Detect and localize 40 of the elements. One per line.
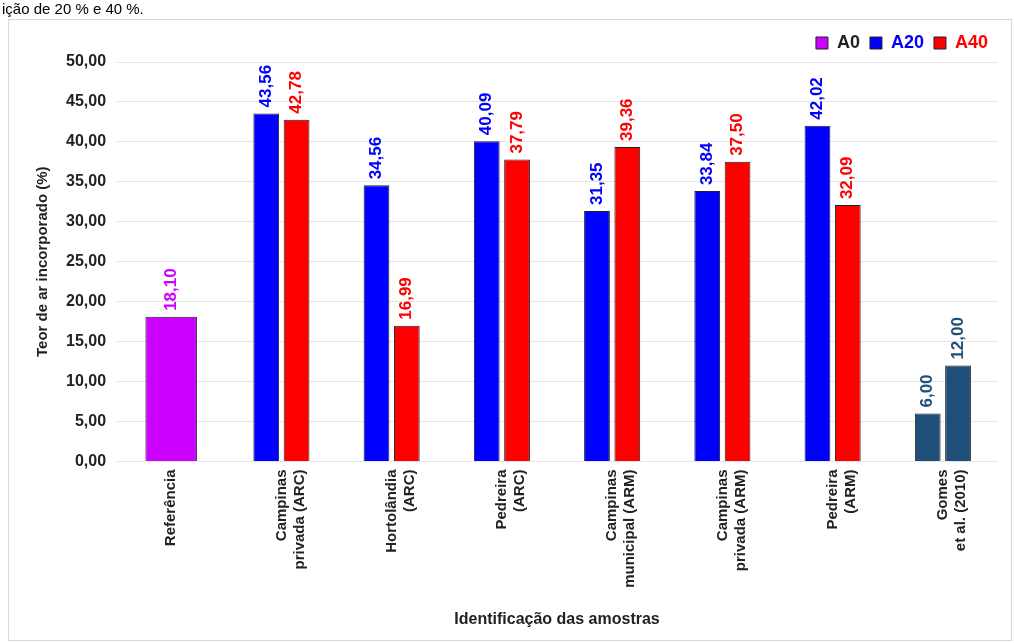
x-tick-label: Pedreira (ARC) (492, 468, 528, 530)
y-tick-label: 25,00 (65, 252, 107, 270)
data-label: 18,10 (160, 268, 180, 311)
x-tick-label: Campinas privada (ARC) (271, 469, 307, 570)
data-label: 37,50 (727, 113, 747, 156)
x-axis-title: Identificação das amostras (454, 609, 660, 627)
x-tick-label: Referência (161, 468, 179, 547)
y-tick-label: 10,00 (65, 371, 107, 389)
data-label: 37,79 (506, 111, 526, 154)
legend-label: A40 (954, 31, 989, 52)
x-tick-label: Gomes et al. (2010) (933, 469, 969, 552)
x-tick-label: Hortolândia (ARC) (381, 468, 417, 553)
y-tick-label: 15,00 (65, 332, 107, 350)
data-label: 40,09 (476, 92, 496, 136)
data-label: 39,36 (616, 98, 636, 142)
data-label: 16,99 (396, 277, 416, 320)
legend-label: A20 (890, 31, 924, 52)
data-label: 6,00 (917, 374, 937, 408)
y-tick-label: 5,00 (74, 411, 107, 429)
y-tick-label: 50,00 (65, 52, 107, 70)
y-axis-title: Teor de ar incorporado (%) (33, 166, 51, 358)
data-label: 42,02 (807, 77, 827, 120)
x-tick-label: Campinas municipal (ARM) (602, 469, 638, 588)
text: ição de 20 % e 40 %. (2, 0, 144, 17)
y-tick-label: 20,00 (65, 292, 107, 310)
data-label: 32,09 (837, 156, 857, 200)
legend-label: A0 (836, 31, 860, 52)
y-tick-label: 35,00 (65, 172, 107, 190)
y-tick-label: 0,00 (74, 451, 107, 469)
data-label: 43,56 (255, 64, 275, 108)
x-tick-label: Pedreira (ARM) (822, 468, 858, 530)
data-label: 33,84 (696, 142, 716, 186)
y-tick-label: 30,00 (65, 212, 107, 230)
y-tick-label: 45,00 (65, 92, 107, 110)
data-label: 31,35 (586, 162, 606, 205)
data-label: 12,00 (947, 317, 967, 360)
data-label: 42,78 (286, 71, 306, 114)
data-label: 34,56 (366, 136, 386, 180)
x-tick-label: Campinas privada (ARM) (712, 469, 748, 572)
y-tick-label: 40,00 (65, 132, 107, 150)
